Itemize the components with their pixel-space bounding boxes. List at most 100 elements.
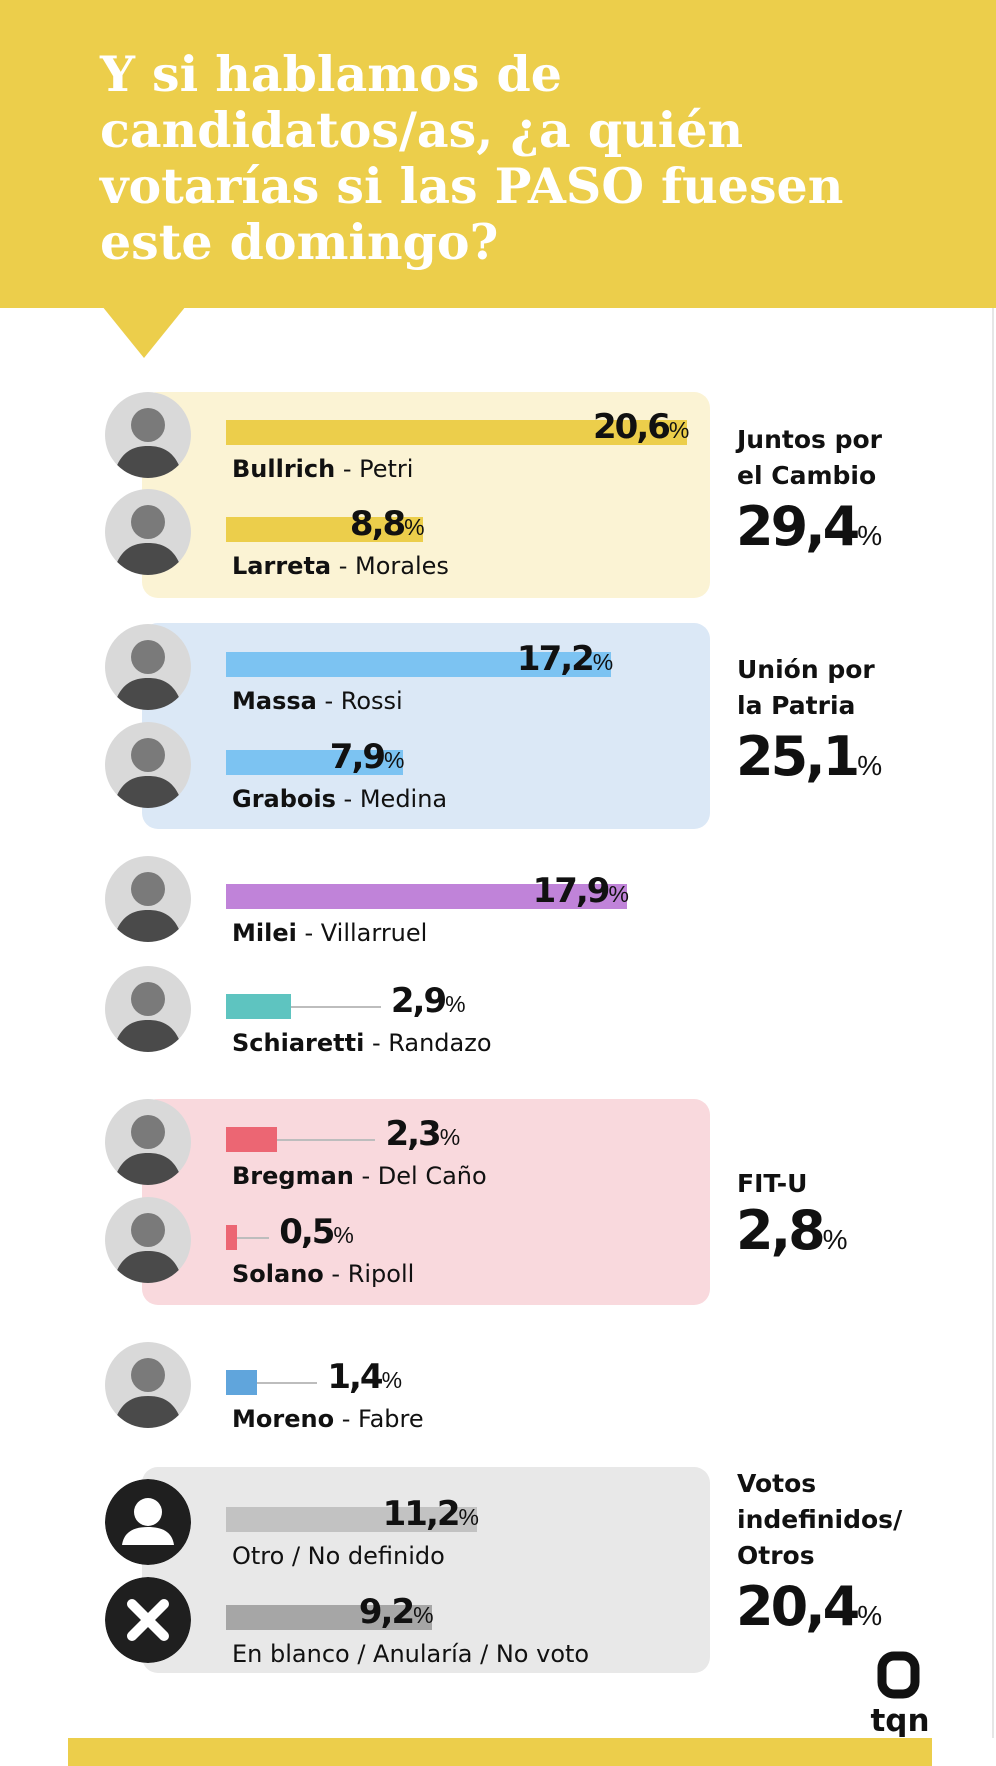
coalition-label: Unión por la Patria [737,652,967,724]
data-label-value: 9,2 [358,1592,415,1632]
data-label-value: 17,9 [532,871,611,911]
data-label: 2,3% [385,1117,460,1151]
bar [226,1507,477,1532]
candidate-name: Massa - Rossi [232,687,403,715]
data-label-value: 2,3 [385,1114,441,1154]
candidate-photo [105,856,191,942]
person-icon [105,1479,191,1565]
coalition-panel [142,1467,710,1673]
coalition-total-unit: % [822,1224,848,1255]
data-label-unit: % [381,1367,403,1393]
data-label-value: 2,9 [390,981,447,1021]
tqn-logo: tqn [870,1651,930,1737]
data-label: 17,9% [533,874,629,908]
candidate-lead: Bullrich [232,455,336,483]
candidate-name: Larreta - Morales [232,552,449,580]
coalition-label-line: indefinidos/ [737,1505,903,1534]
right-border [992,308,994,1738]
data-label: 2,9% [391,984,466,1018]
candidate-second: Randazo [388,1029,492,1057]
header-banner [0,0,996,308]
candidate-sep: - [335,785,360,813]
coalition-label-line: el Cambio [737,461,877,490]
bar [226,1127,278,1152]
footer-bar [68,1738,932,1766]
data-label-unit: % [333,1222,354,1248]
candidate-photo [105,966,191,1052]
candidate-sep: - [364,1029,389,1057]
candidate-sep: - [316,687,341,715]
data-label-value: 7,9 [329,737,386,777]
coalition-total-value: 25,1 [736,725,860,788]
bar [226,1370,258,1395]
candidate-second: Fabre [357,1405,424,1433]
candidate-sep: - [331,552,356,580]
data-label: 1,4% [327,1360,402,1394]
data-label-unit: % [404,514,425,540]
candidate-sep: - [334,1405,358,1433]
logo-text: tqn [870,1703,929,1737]
candidate-sep: - [296,919,321,947]
data-label-unit: % [445,991,466,1017]
data-label-value: 1,4 [327,1357,383,1397]
bar [226,652,611,677]
data-label-unit: % [608,881,629,907]
bar-leader-line [226,1139,376,1141]
candidate-name: Bullrich - Petri [232,455,413,483]
data-label-value: 0,5 [279,1212,335,1252]
candidate-second: Morales [355,552,449,580]
candidate-lead: Solano [232,1260,324,1288]
candidate-lead: Larreta [232,552,332,580]
data-label-unit: % [413,1602,434,1628]
header-pointer [102,306,186,358]
candidate-sep: - [353,1162,378,1190]
candidate-second: Rossi [340,687,403,715]
coalition-label: Juntos por el Cambio [737,422,967,494]
candidate-sep: - [335,455,360,483]
data-label-unit: % [592,649,614,675]
candidate-photo [105,1099,191,1185]
coalition-total: 2,8% [736,1204,848,1258]
bar [226,420,687,445]
bar [226,994,291,1019]
candidate-name: Solano - Ripoll [232,1260,414,1288]
data-label-value: 20,6 [593,407,671,447]
candidate-photo [105,1342,191,1428]
data-label: 8,8% [350,507,425,541]
candidate-lead: Moreno [232,1405,335,1433]
candidate-lead: Bregman [232,1162,354,1190]
coalition-total-unit: % [857,750,883,781]
data-label: 9,2% [359,1595,434,1629]
coalition-label-line: Unión por [737,655,875,684]
candidate-second: Ripoll [347,1260,415,1288]
candidate-second: Otro / No definido [232,1542,445,1570]
candidate-second: Petri [359,455,414,483]
data-label-value: 8,8 [349,504,406,544]
candidate-photo [105,489,191,575]
data-label-value: 17,2 [516,639,595,679]
candidate-name: Otro / No definido [232,1542,445,1570]
candidate-photo [105,722,191,808]
coalition-label-line: Votos [737,1469,817,1498]
coalition-total: 25,1% [736,730,882,784]
candidate-name: Grabois - Medina [232,785,447,813]
coalition-total-value: 20,4 [736,1575,860,1638]
coalition-label-line: Juntos por [737,425,883,454]
coalition-total-unit: % [857,1600,883,1631]
candidate-photo [105,392,191,478]
candidate-lead: Schiaretti [232,1029,365,1057]
coalition-label-line: FIT-U [737,1169,808,1198]
data-label-unit: % [384,747,405,773]
bar [226,517,423,542]
data-label: 17,2% [517,642,613,676]
candidate-name: Schiaretti - Randazo [232,1029,492,1057]
coalition-label-line: Otros [737,1541,815,1570]
chart-title: Y si hablamos de candidatos/as, ¿a quién… [100,45,844,271]
candidate-name: Moreno - Fabre [232,1405,424,1433]
coalition-total-unit: % [857,520,883,551]
coalition-total-value: 2,8 [736,1199,826,1262]
data-label-unit: % [458,1504,479,1530]
candidate-name: Bregman - Del Caño [232,1162,487,1190]
coalition-total-value: 29,4 [736,495,860,558]
candidate-second: Villarruel [320,919,428,947]
